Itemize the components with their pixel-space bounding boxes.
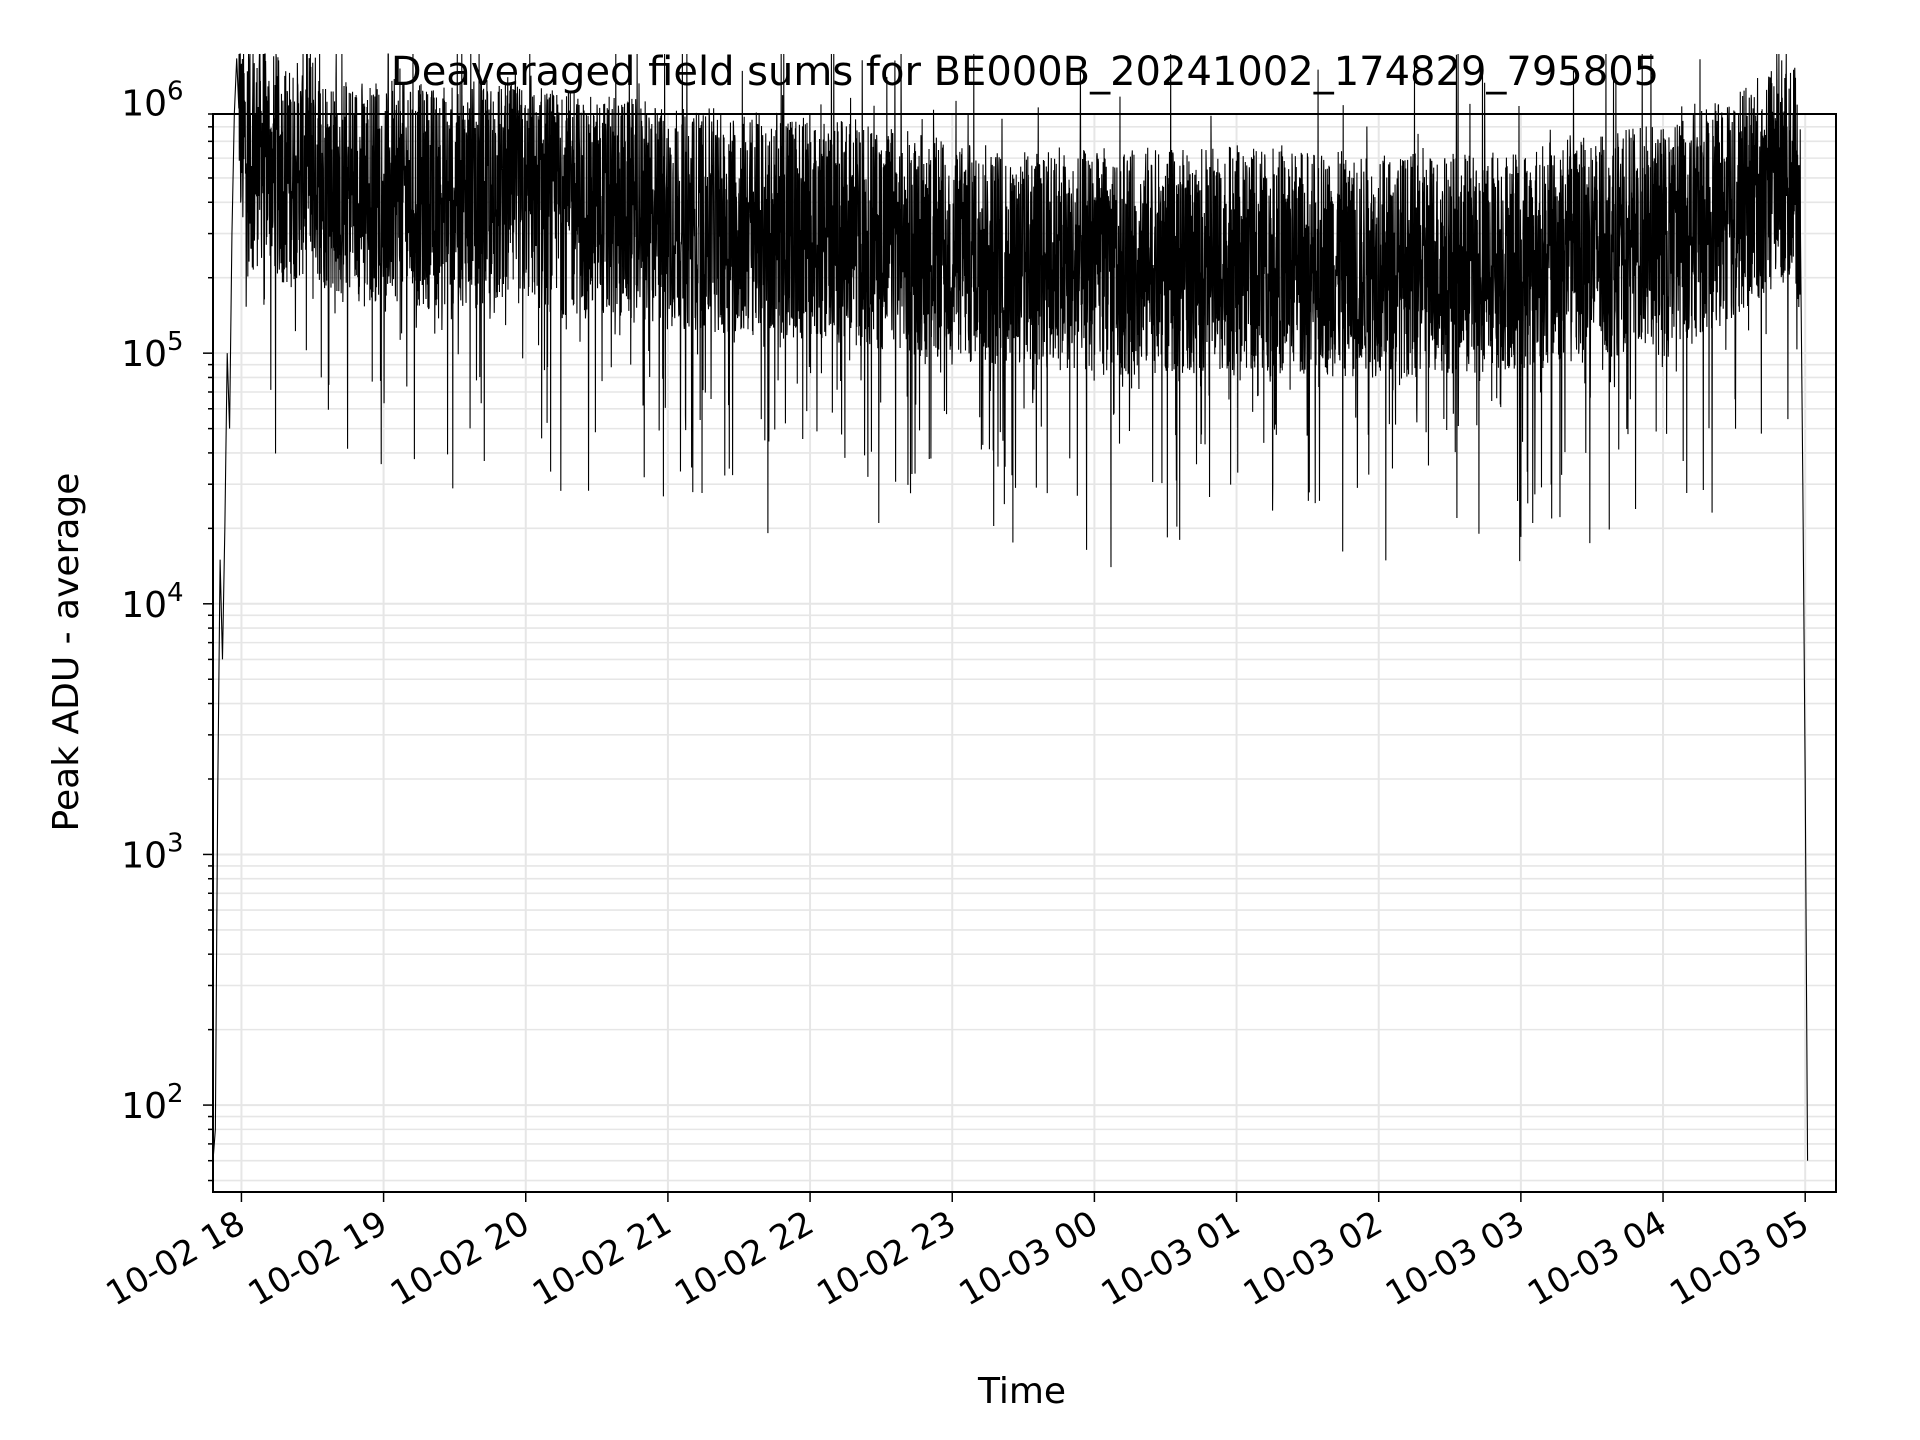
y-tick-exponent: 3 (167, 828, 184, 858)
y-tick-label: 10 (121, 835, 167, 876)
plot-area-frame (212, 113, 1837, 1193)
y-axis-label: Peak ADU - average (46, 473, 87, 832)
y-tick-exponent: 5 (167, 327, 184, 357)
y-tick-exponent: 6 (167, 77, 184, 107)
chart-title: Deaveraged field sums for BE000B_2024100… (391, 49, 1659, 95)
y-tick-label: 10 (121, 585, 167, 626)
y-tick-label: 10 (121, 334, 167, 375)
x-axis-label: Time (977, 1371, 1066, 1412)
y-tick-label: 10 (121, 1086, 167, 1127)
series-line (212, 53, 1809, 1161)
y-tick-exponent: 2 (167, 1079, 184, 1109)
y-tick-exponent: 4 (167, 578, 184, 608)
series-layer (212, 53, 1809, 1161)
y-tick-label: 10 (121, 84, 167, 125)
